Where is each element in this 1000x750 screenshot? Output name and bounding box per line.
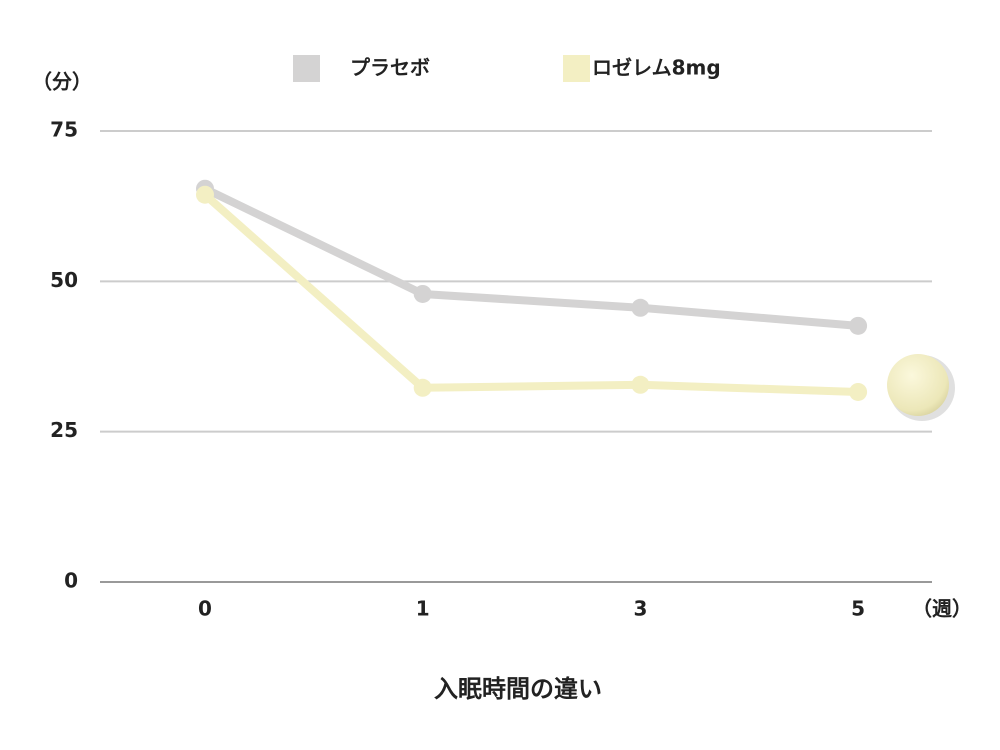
data-point bbox=[849, 316, 868, 335]
y-tick-label: 75 bbox=[50, 118, 78, 142]
series-line bbox=[203, 185, 859, 330]
data-point bbox=[413, 284, 432, 303]
x-tick-label: 3 bbox=[633, 597, 647, 621]
x-tick-label: 5 bbox=[851, 597, 865, 621]
legend-swatch bbox=[563, 55, 590, 82]
legend-label: プラセボ bbox=[350, 56, 430, 80]
x-axis-title: 入眠時間の違い bbox=[434, 675, 602, 703]
data-point bbox=[849, 382, 868, 401]
series-line bbox=[202, 191, 859, 396]
data-point bbox=[631, 298, 650, 317]
x-axis-unit: （週） bbox=[912, 597, 972, 621]
x-tick-label: 0 bbox=[198, 597, 212, 621]
x-tick-label: 1 bbox=[416, 597, 430, 621]
legend-label: ロゼレム8mg bbox=[592, 56, 721, 80]
y-tick-label: 0 bbox=[64, 569, 78, 593]
y-tick-label: 50 bbox=[50, 268, 78, 292]
data-point bbox=[631, 375, 650, 394]
y-tick-label: 25 bbox=[50, 418, 78, 442]
pill-image bbox=[887, 354, 949, 416]
data-point bbox=[196, 185, 214, 204]
data-point bbox=[413, 378, 432, 397]
legend-swatch bbox=[293, 55, 320, 82]
y-axis-label: （分） bbox=[32, 70, 92, 94]
